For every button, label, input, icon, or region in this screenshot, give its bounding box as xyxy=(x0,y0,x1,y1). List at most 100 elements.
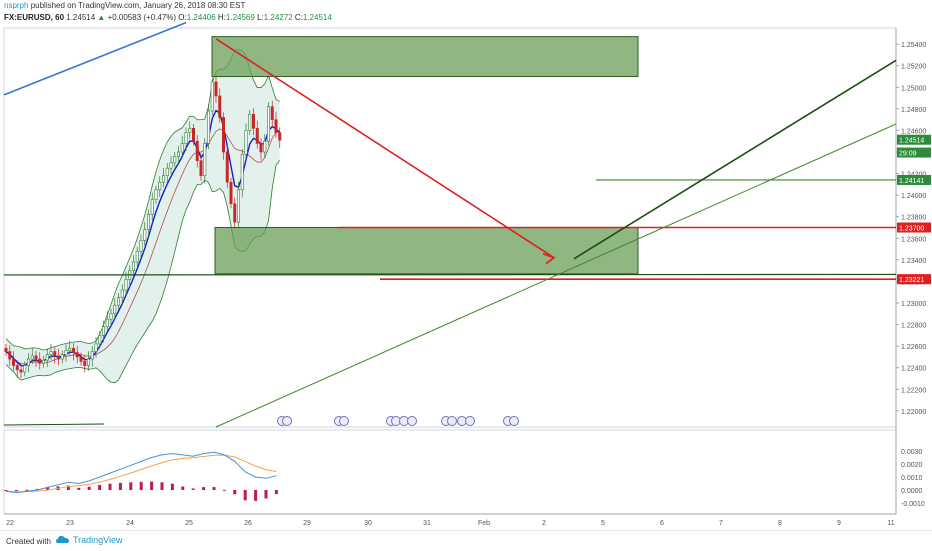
macd-histogram-bar xyxy=(35,488,39,490)
macd-histogram-bar xyxy=(243,490,247,501)
candle-body xyxy=(132,261,136,271)
tradingview-cloud-icon xyxy=(56,536,69,543)
candle-body xyxy=(192,127,196,142)
x-tick-label: 26 xyxy=(244,520,252,527)
candle-body xyxy=(102,326,106,336)
main-pane[interactable] xyxy=(4,49,519,426)
x-tick-label: 6 xyxy=(660,520,664,527)
supply-zone-rectangle[interactable] xyxy=(211,36,639,78)
x-tick-label: 30 xyxy=(364,520,372,527)
macd-histogram-bar xyxy=(139,481,143,490)
price-label-box[interactable] xyxy=(897,274,931,285)
candle-body xyxy=(113,304,117,315)
horizontal-trendline[interactable] xyxy=(3,273,897,276)
candle-body xyxy=(41,359,45,364)
candle-body xyxy=(90,351,94,360)
candle-body xyxy=(244,130,248,155)
candle-body xyxy=(30,355,34,360)
price-chart[interactable]: 1.25400 1.25200 1.25000 1.24800 1.24600 1.244… xyxy=(0,0,932,530)
price-label-box[interactable] xyxy=(897,147,931,158)
macd-pane[interactable] xyxy=(4,451,278,501)
candle-body xyxy=(210,81,214,112)
macd-histogram-bar xyxy=(25,489,29,491)
candle-body xyxy=(259,143,263,153)
macd-histogram-bar xyxy=(150,481,154,490)
macd-histogram-bar xyxy=(191,488,195,490)
candle-body xyxy=(270,106,274,120)
tradingview-brand[interactable]: TradingView xyxy=(56,535,123,545)
candle-body xyxy=(124,278,128,291)
x-tick-label: 8 xyxy=(778,520,782,527)
candle-body xyxy=(105,318,109,328)
candle-body xyxy=(12,358,16,366)
economic-event-icon[interactable] xyxy=(447,416,457,426)
price-label-text: 29:09 xyxy=(899,151,917,158)
candle-body xyxy=(248,113,252,131)
rising-trendline[interactable] xyxy=(215,123,897,428)
forecast-arrow-head[interactable] xyxy=(542,252,556,265)
drawings-layer[interactable] xyxy=(3,21,897,428)
y-tick-label: 1.23800 xyxy=(901,215,926,222)
x-tick-label: 7 xyxy=(719,520,723,527)
candle-body xyxy=(154,189,158,200)
x-tick-label: 22 xyxy=(6,520,14,527)
open-value: 1.24406 xyxy=(186,13,216,22)
economic-event-icon[interactable] xyxy=(465,416,475,426)
symbol-label[interactable]: FX:EURUSD, 60 xyxy=(4,13,65,22)
price-label-box[interactable] xyxy=(897,174,931,185)
economic-event-icon[interactable] xyxy=(509,416,519,426)
open-label: O: xyxy=(178,13,187,22)
price-label-box[interactable] xyxy=(897,222,931,233)
candle-body xyxy=(184,132,188,144)
candle-body xyxy=(233,203,237,223)
ohlc-info: FX:EURUSD, 60 1.24514 ▲ +0.00583 (+0.47%… xyxy=(4,13,332,22)
candle-body xyxy=(8,351,12,360)
candle-body xyxy=(117,297,121,306)
candle-body xyxy=(225,151,229,183)
macd-histogram-bar xyxy=(66,485,70,490)
candle-body xyxy=(147,214,151,230)
macd-histogram-bar xyxy=(14,490,18,491)
brand-label: TradingView xyxy=(73,535,123,545)
economic-event-icon[interactable] xyxy=(407,416,417,426)
macd-histogram-bar xyxy=(4,490,8,491)
candle-body xyxy=(4,347,8,352)
macd-histogram-bar xyxy=(170,483,174,490)
published-text: published on TradingView.com, January 26… xyxy=(28,1,246,10)
candle-body xyxy=(143,229,147,241)
y-tick-label: 1.22800 xyxy=(901,323,926,330)
macd-tick-label: 0.0000 xyxy=(901,488,923,495)
x-tick-label: 2 xyxy=(542,520,546,527)
low-value: 1.24272 xyxy=(263,13,293,22)
economic-event-icon[interactable] xyxy=(339,416,349,426)
economic-event-icon[interactable] xyxy=(282,416,292,426)
price-scale[interactable]: 1.24514 29:09 1.24141 1.23700 1.23221 xyxy=(897,134,931,285)
short-segment-line[interactable] xyxy=(3,423,105,426)
candle-body xyxy=(79,356,83,362)
demand-zone-rectangle[interactable] xyxy=(214,227,639,275)
publish-info: nsprph published on TradingView.com, Jan… xyxy=(4,1,245,10)
author-link[interactable]: nsprph xyxy=(4,1,29,10)
y-tick-label: 1.25400 xyxy=(901,42,926,49)
candle-body xyxy=(207,110,211,144)
candle-body xyxy=(222,117,226,153)
macd-histogram-bar xyxy=(254,490,258,501)
projection-line[interactable] xyxy=(573,59,897,260)
macd-histogram-bar xyxy=(212,487,216,490)
candle-body xyxy=(120,289,124,298)
macd-histogram-bar xyxy=(222,489,226,491)
forecast-arrow[interactable] xyxy=(215,38,555,259)
candle-body xyxy=(23,365,27,373)
blue-trendline[interactable] xyxy=(3,21,187,96)
up-arrow-icon: ▲ xyxy=(97,13,106,22)
price-label-box[interactable] xyxy=(897,134,931,145)
candle-body xyxy=(45,354,49,361)
price-label-text: 1.23221 xyxy=(899,277,924,284)
candle-body xyxy=(180,143,184,153)
candle-body xyxy=(49,351,53,356)
candle-body xyxy=(203,143,207,177)
candle-body xyxy=(87,358,91,366)
candle-body xyxy=(68,347,72,351)
footer-bar: Created with TradingView xyxy=(0,530,932,551)
y-tick-label: 1.24000 xyxy=(901,193,926,200)
